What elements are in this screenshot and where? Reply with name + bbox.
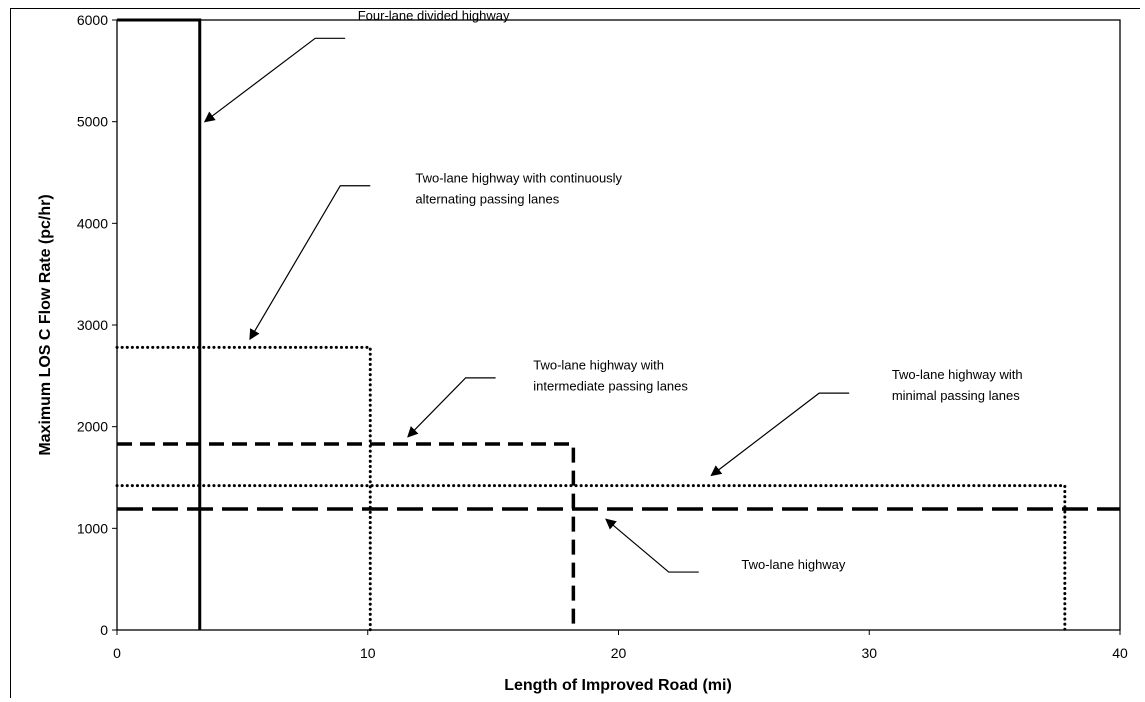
annotation-arrow [605, 518, 699, 573]
x-tick-label: 40 [1112, 645, 1128, 661]
x-tick-label: 10 [360, 645, 376, 661]
y-tick-label: 5000 [77, 114, 108, 130]
y-axis-title: Maximum LOS C Flow Rate (pc/hr) [37, 194, 54, 455]
y-axis-ticks: 0 1000 2000 3000 4000 5000 6000 [77, 12, 117, 638]
y-tick-label: 2000 [77, 419, 108, 435]
series-line-dotted [115, 484, 1067, 632]
x-tick-label: 20 [611, 645, 627, 661]
annotation-label: Two-lane highway with [533, 358, 664, 373]
annotation-label: Two-lane highway [741, 557, 846, 572]
annotation-arrow [203, 37, 346, 123]
annotation-label: minimal passing lanes [892, 388, 1020, 403]
plot-area [116, 19, 1121, 631]
annotation-label: alternating passing lanes [415, 192, 559, 207]
y-tick-label: 6000 [77, 12, 108, 28]
annotation-label: intermediate passing lanes [533, 379, 688, 394]
y-tick-label: 1000 [77, 520, 108, 536]
annotation-arrow [249, 185, 371, 341]
annotation-arrow [407, 377, 496, 438]
x-tick-label: 30 [861, 645, 877, 661]
annotation-label: Four-lane divided highway [358, 8, 510, 23]
y-tick-label: 3000 [77, 317, 108, 333]
annotation-layer: Four-lane divided highway Two-lane highwa… [203, 8, 1023, 573]
chart-frame [10, 8, 1140, 698]
y-tick-label: 0 [100, 622, 108, 638]
x-axis-ticks: 0 10 20 30 40 [113, 630, 1128, 661]
annotation-label: Two-lane highway with [892, 367, 1023, 382]
series-line-solid [117, 18, 202, 630]
series-layer [115, 18, 1120, 632]
y-tick-label: 4000 [77, 215, 108, 231]
annotation-label: Two-lane highway with continuously [415, 171, 622, 186]
annotation-arrow [710, 392, 850, 477]
x-tick-label: 0 [113, 645, 121, 661]
x-axis-title: Length of Improved Road (mi) [504, 677, 732, 694]
series-line-dashed [117, 442, 576, 630]
